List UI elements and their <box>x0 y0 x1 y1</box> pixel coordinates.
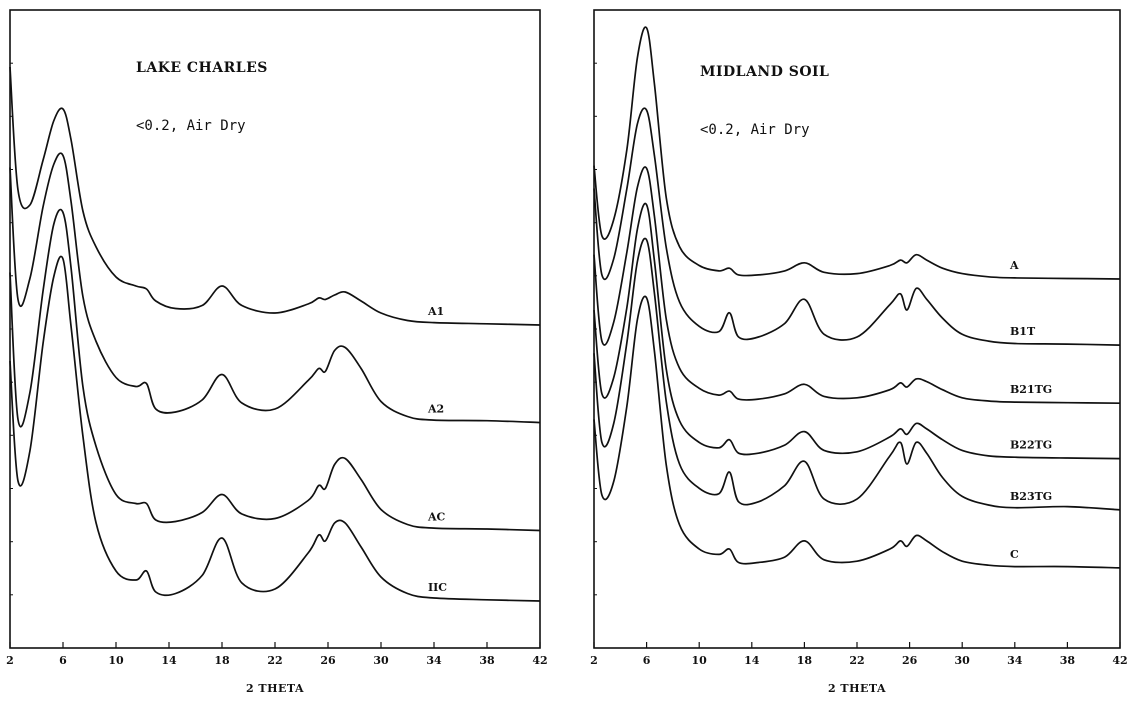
lake-charles-x-tick-label-2: 2 <box>6 654 14 667</box>
lake-charles-trace-a2 <box>9 152 541 424</box>
midland-soil-trace-b1t <box>593 107 1121 346</box>
midland-soil-title: MIDLAND SOIL <box>700 64 829 80</box>
midland-soil-x-tick-label-14: 14 <box>744 654 760 667</box>
lake-charles-trace-label-a2: A2 <box>427 403 444 416</box>
midland-soil-trace-label-b1t: B1T <box>1010 325 1036 338</box>
lake-charles-x-tick-label-18: 18 <box>214 654 230 667</box>
midland-soil-x-tick-label-6: 6 <box>643 654 651 667</box>
midland-soil-x-tick-label-38: 38 <box>1060 654 1076 667</box>
midland-soil-trace-b21tg <box>593 166 1121 405</box>
lake-charles-trace-a1 <box>9 66 541 326</box>
midland-soil-trace-label-c: C <box>1010 548 1019 561</box>
lake-charles-traces: A1 A2 AC IIC <box>9 66 541 602</box>
midland-soil-x-tick-label-34: 34 <box>1007 654 1023 667</box>
midland-soil-x-tick-label-18: 18 <box>797 654 813 667</box>
midland-soil-trace-label-b21tg: B21TG <box>1010 383 1052 396</box>
lake-charles-x-tick-label-10: 10 <box>108 654 124 667</box>
midland-soil-x-tick-label-42: 42 <box>1112 654 1127 667</box>
lake-charles-trace-iic <box>9 255 541 602</box>
lake-charles-trace-label-ac: AC <box>427 511 446 524</box>
midland-soil-trace-c <box>593 295 1121 569</box>
lake-charles-x-tick-label-38: 38 <box>479 654 495 667</box>
midland-soil-trace-label-b23tg: B23TG <box>1010 490 1052 503</box>
midland-soil-subtitle: <0.2, Air Dry <box>700 122 810 138</box>
lake-charles-title: LAKE CHARLES <box>136 60 268 76</box>
midland-soil-plot-frame <box>593 9 1121 649</box>
lake-charles-x-tick-label-42: 42 <box>532 654 547 667</box>
midland-soil-trace-b23tg <box>593 237 1121 511</box>
lake-charles-ticks: 2 6 10 14 18 22 26 30 34 38 42 <box>6 62 548 667</box>
lake-charles-x-tick-label-26: 26 <box>320 654 336 667</box>
midland-soil-x-tick-label-10: 10 <box>692 654 708 667</box>
midland-soil-x-tick-label-2: 2 <box>590 654 598 667</box>
lake-charles-x-tick-label-22: 22 <box>267 654 282 667</box>
lake-charles-trace-ac <box>9 208 541 532</box>
lake-charles-x-tick-label-14: 14 <box>161 654 177 667</box>
lake-charles-subtitle: <0.2, Air Dry <box>136 118 246 134</box>
lake-charles-x-tick-label-30: 30 <box>373 654 389 667</box>
lake-charles-plot-frame <box>9 9 541 649</box>
midland-soil-trace-label-a: A <box>1009 259 1019 272</box>
midland-soil-trace-b22tg <box>593 202 1121 460</box>
midland-soil-x-tick-label-26: 26 <box>902 654 918 667</box>
midland-soil-x-tick-label-30: 30 <box>955 654 971 667</box>
midland-soil-panel: MIDLAND SOIL <0.2, Air Dry A B1T B21TG B22T… <box>590 9 1128 695</box>
lake-charles-x-tick-label-6: 6 <box>59 654 67 667</box>
lake-charles-trace-label-iic: IIC <box>428 581 447 594</box>
midland-soil-ticks: 2 6 10 14 18 22 26 30 34 38 42 <box>590 62 1128 667</box>
midland-soil-traces: A B1T B21TG B22TG B23TG C <box>593 26 1121 569</box>
lake-charles-xlabel: 2 THETA <box>246 682 304 695</box>
midland-soil-trace-label-b22tg: B22TG <box>1010 439 1052 452</box>
lake-charles-x-tick-label-34: 34 <box>426 654 442 667</box>
midland-soil-x-tick-label-22: 22 <box>849 654 864 667</box>
midland-soil-trace-a <box>593 26 1121 280</box>
lake-charles-trace-label-a1: A1 <box>427 305 444 318</box>
midland-soil-xlabel: 2 THETA <box>828 682 886 695</box>
